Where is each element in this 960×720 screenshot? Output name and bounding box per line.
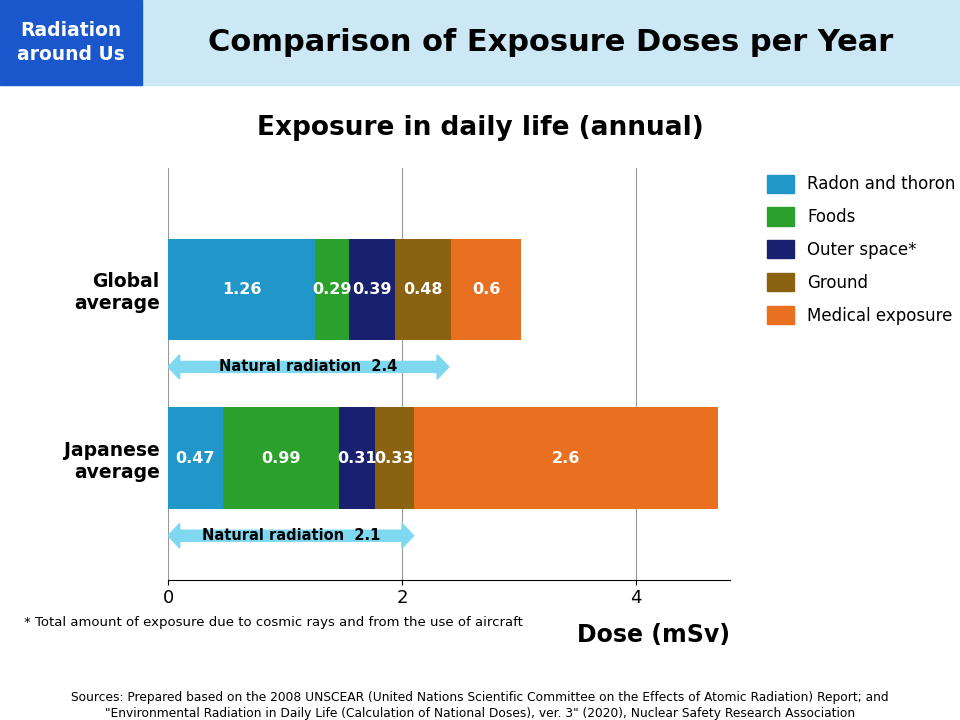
Text: Exposure in daily life (annual): Exposure in daily life (annual) [256, 115, 704, 141]
Bar [451, 238, 521, 340]
Bar [339, 408, 375, 509]
Bar [414, 408, 718, 509]
Text: 0.6: 0.6 [472, 282, 500, 297]
Text: 0.29: 0.29 [313, 282, 352, 297]
Text: 2.6: 2.6 [552, 451, 580, 466]
Text: 1.26: 1.26 [222, 282, 261, 297]
Text: Comparison of Exposure Doses per Year: Comparison of Exposure Doses per Year [208, 28, 894, 57]
Text: Radiation
around Us: Radiation around Us [17, 21, 125, 64]
Text: 0.99: 0.99 [261, 451, 300, 466]
Bar [0, 0, 142, 85]
Text: 0.33: 0.33 [374, 451, 414, 466]
Bar [349, 238, 395, 340]
Text: * Total amount of exposure due to cosmic rays and from the use of aircraft: * Total amount of exposure due to cosmic… [24, 616, 523, 629]
Legend: Radon and thoron, Foods, Outer space*, Ground, Medical exposure: Radon and thoron, Foods, Outer space*, G… [760, 168, 960, 331]
Text: Natural radiation  2.1: Natural radiation 2.1 [202, 528, 380, 543]
Text: Sources: Prepared based on the 2008 UNSCEAR (United Nations Scientific Committee: Sources: Prepared based on the 2008 UNSC… [71, 691, 889, 704]
Text: Dose (mSv): Dose (mSv) [577, 623, 730, 647]
Bar [168, 408, 223, 509]
Polygon shape [168, 355, 449, 379]
Text: "Environmental Radiation in Daily Life (Calculation of National Doses), ver. 3" : "Environmental Radiation in Daily Life (… [105, 707, 855, 720]
Bar [223, 408, 339, 509]
Bar [395, 238, 451, 340]
Text: 0.47: 0.47 [176, 451, 215, 466]
Text: 0.31: 0.31 [337, 451, 376, 466]
Text: 0.48: 0.48 [403, 282, 443, 297]
Polygon shape [168, 523, 414, 548]
Bar [316, 238, 349, 340]
Bar [168, 238, 316, 340]
Text: 0.39: 0.39 [352, 282, 392, 297]
Text: Natural radiation  2.4: Natural radiation 2.4 [219, 359, 397, 374]
Bar [375, 408, 414, 509]
